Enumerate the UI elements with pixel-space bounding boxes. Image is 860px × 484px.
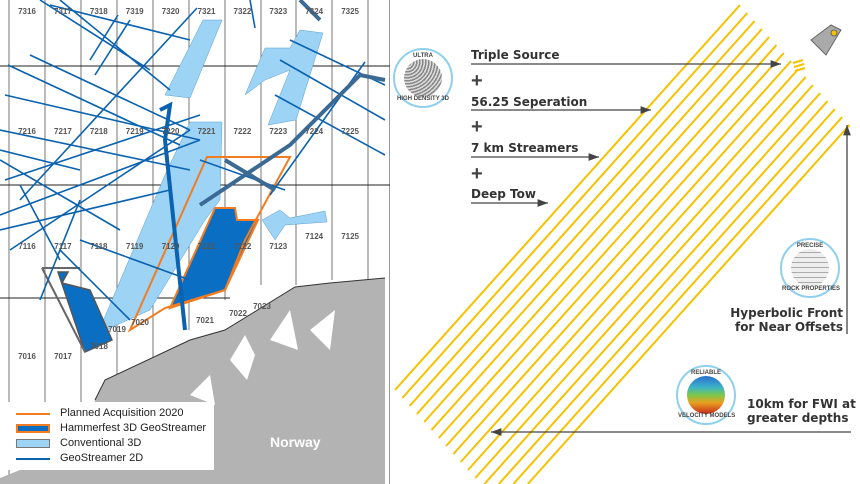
block-label: 7221 [197,127,216,136]
block-label: 7022 [229,309,247,318]
block-label: 7016 [18,352,36,361]
feature-separation: 56.25 Seperation [471,95,588,109]
block-label: 7216 [18,127,36,136]
legend-item-conventional: Conventional 3D [16,436,206,451]
block-label: 7223 [269,127,288,136]
reliable-velocity-models-badge: RELIABLE VELOCITY MODELS [676,365,736,425]
block-label: 7316 [18,7,36,16]
streamer-line [483,100,829,484]
fwi-label: 10km for FWI at greater depths [747,397,856,425]
precise-rock-properties-badge: PRECISE ROCK PROPERTIES [780,238,840,298]
streamer-spread [394,4,851,484]
block-label: 7123 [269,242,288,251]
block-label: 7319 [125,7,144,16]
streamer-line [452,68,800,455]
block-label: 7119 [126,242,144,251]
streamer-line [467,84,814,471]
block-label: 7324 [305,7,324,16]
block-label: 7020 [131,318,149,327]
hyperbolic-front-label: Hyperbolic Front for Near Offsets [730,306,843,334]
streamer-line [474,92,822,479]
map-legend: Planned Acquisition 2020 Hammerfest 3D G… [8,402,215,470]
streamer-line [416,28,763,415]
streamer-line [423,36,770,423]
country-label: Norway [270,434,321,450]
block-label: 7118 [90,242,108,251]
block-label: 7021 [196,316,214,325]
streamer-line [512,116,843,484]
block-label: 7121 [197,242,216,251]
feature-deep-tow: Deep Tow [471,187,536,201]
block-label: 7019 [108,325,126,334]
plus-icon: + [471,163,483,185]
block-label: 7125 [341,232,359,241]
feature-streamers: 7 km Streamers [471,141,579,155]
conventional-3d [94,19,328,341]
arrows [471,60,851,436]
streamer-line [459,76,807,463]
block-label: 7318 [89,7,108,16]
block-label: 7218 [89,127,108,136]
feature-triple-source: Triple Source [471,48,560,62]
block-label: 7320 [161,7,180,16]
block-label: 7217 [53,127,72,136]
streamer-line [445,60,792,447]
block-label: 7219 [125,127,144,136]
block-label: 7322 [233,7,252,16]
block-label: 7222 [233,127,252,136]
block-label: 7220 [161,127,180,136]
block-label: 7018 [90,342,108,351]
vessel-icon [810,24,842,56]
block-label: 7116 [18,242,36,251]
streamer-line [438,52,785,439]
block-label: 7023 [253,302,271,311]
streamer-line [430,44,778,431]
block-label: 7323 [269,7,288,16]
survey-map: 7316 7317 7318 7319 7320 7321 7322 7323 7324 7325… [0,0,390,484]
planned-acquisition-2020 [127,156,292,333]
block-label: 7317 [53,7,72,16]
ultra-high-density-badge: ULTRA HIGH DENSITY 3D [393,48,453,108]
block-label: 7225 [341,127,359,136]
plus-icon: + [471,70,483,92]
legend-item-geostreamer-2d: GeoStreamer 2D [16,451,206,466]
block-label: 7224 [305,127,324,136]
acquisition-diagram: Triple Source + 56.25 Seperation + 7 km … [391,0,860,484]
hammerfest-3d [56,271,113,354]
legend-item-planned: Planned Acquisition 2020 [16,406,206,421]
block-label: 7321 [197,7,216,16]
block-label: 7124 [305,232,324,241]
plus-icon: + [471,116,483,138]
block-label: 7117 [54,242,72,251]
block-label: 7122 [233,242,252,251]
streamer-line [408,20,756,407]
streamer-line [498,108,836,484]
streamer-line [527,124,851,484]
streamer-line [394,4,741,391]
geostreamer-2d [0,0,386,321]
legend-item-hammerfest: Hammerfest 3D GeoStreamer [16,421,206,436]
source-array [792,59,806,72]
block-label: 7120 [161,242,180,251]
block-label: 7325 [341,7,359,16]
block-label: 7017 [54,352,72,361]
streamer-line [401,12,749,399]
